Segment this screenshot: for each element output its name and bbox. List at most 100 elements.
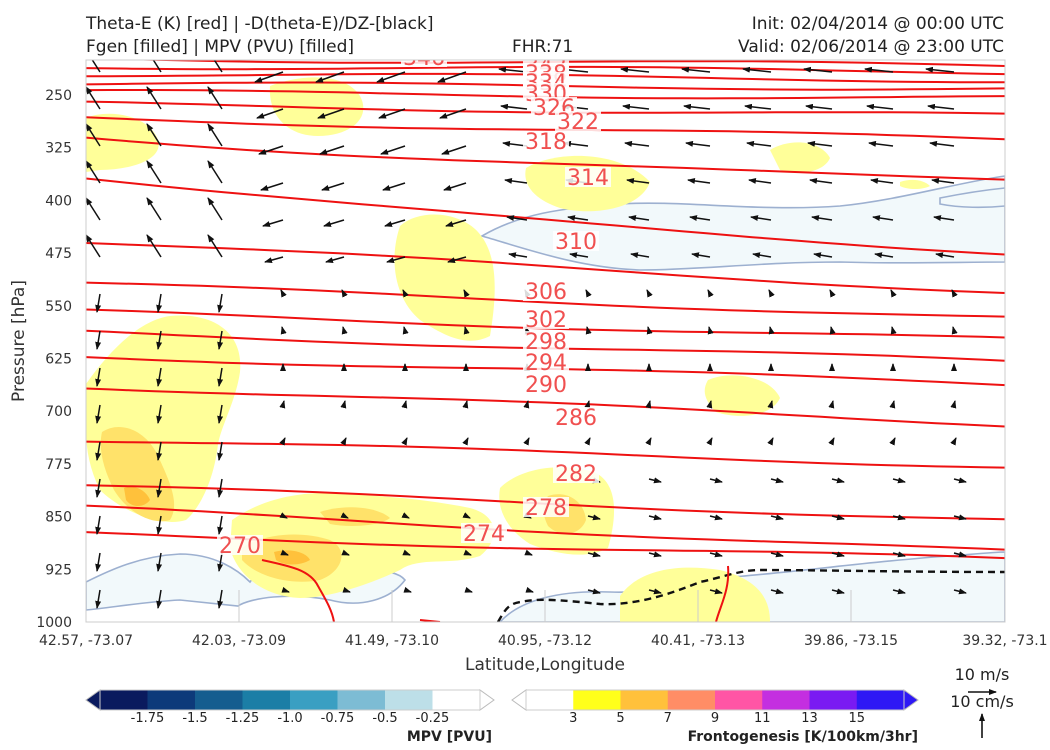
theta-e-lower-segment-1 [261, 559, 335, 622]
wind-vector [630, 252, 650, 259]
wind-vector [584, 400, 591, 409]
fgen-cb-swatch-6 [809, 690, 858, 710]
wind-vector [874, 252, 894, 259]
theta-e-label-270: 270 [219, 534, 261, 559]
wind-vector [156, 367, 163, 387]
wind-vector [341, 549, 350, 556]
wind-vector [506, 215, 528, 222]
wind-vector [585, 289, 592, 298]
theta-e-label-bg-298 [523, 331, 569, 351]
mpv-colorbar-title: MPV [PVU] [407, 729, 492, 745]
wind-vector [156, 293, 163, 313]
mpv-cb-tick-4: -0.75 [321, 711, 355, 726]
wind-vector [319, 145, 345, 155]
y-axis-ticks: 250 325 400 475 550 625 700 775 850 925 1000 [36, 88, 72, 631]
wind-vector [254, 71, 284, 83]
wind-vector [217, 404, 224, 424]
wind-vector [569, 252, 589, 259]
wind-vector [744, 103, 772, 110]
wind-vector [86, 234, 101, 258]
init-time: Init: 02/04/2014 @ 00:00 UTC [751, 14, 1004, 34]
theta-e-contour-310 [86, 177, 1005, 256]
mpv-cb-tick-2: -1.25 [226, 711, 260, 726]
wind-vector [587, 551, 601, 558]
theta-e-label-bg-270 [217, 535, 263, 555]
wind-vector [813, 252, 833, 259]
wind-vector [341, 326, 348, 335]
mpv-colorbar: -1.75 -1.5 -1.25 -1.0 -0.75 -0.5 -0.25 [85, 689, 495, 726]
wind-vector [217, 589, 224, 609]
wind-vector [279, 400, 286, 409]
fgen-region-5 [770, 142, 830, 173]
wind-vector [445, 219, 467, 227]
wind-vector [587, 588, 601, 595]
wind-vector [892, 477, 906, 484]
theta-e-label-bg-282 [553, 463, 599, 483]
wind-vector [86, 197, 101, 221]
theta-e-label-bg-346 [401, 60, 447, 67]
theta-e-label-318: 318 [525, 130, 567, 155]
wind-vector [829, 326, 836, 335]
wind-vector [628, 215, 650, 222]
theta-e-contour-302 [86, 281, 1005, 318]
y-tick-400: 400 [45, 193, 72, 209]
mpv-cb-swatch-2 [195, 690, 243, 710]
wind-vector [401, 512, 410, 519]
wind-vector [706, 400, 713, 409]
wind-vector [950, 400, 957, 409]
wind-vector [86, 86, 101, 110]
wind-vector [953, 588, 967, 595]
theta-e-label-310: 310 [555, 230, 597, 255]
wind-vector [217, 478, 224, 498]
fgen-cb-tick-5: 13 [801, 711, 818, 726]
wind-vector [691, 252, 711, 259]
wind-vector [207, 160, 223, 184]
x-tick-4: 40.41, -73.13 [651, 633, 745, 649]
fgen-cb-frame [525, 689, 905, 711]
wind-vector [386, 256, 406, 264]
wind-vector [402, 549, 411, 556]
wind-vector [146, 160, 162, 184]
wind-vector [803, 66, 833, 73]
theta-e-contour-274 [86, 504, 1005, 551]
mpv-cb-tick-6: -0.25 [416, 711, 450, 726]
theta-e-label-bg-322 [555, 111, 601, 131]
wind-vector [217, 441, 224, 461]
wind-vector [260, 182, 284, 191]
theta-e-label-bg-294 [523, 352, 569, 372]
wind-vector [279, 512, 288, 519]
wind-vector [156, 478, 163, 498]
wind-vector [931, 177, 955, 184]
wind-vector [929, 140, 955, 147]
mpv-cb-tick-0: -1.75 [131, 711, 165, 726]
wind-vector [953, 477, 967, 484]
fgen-region-6 [704, 375, 780, 416]
forecast-hour: FHR:71 [512, 37, 574, 57]
wind-vector [889, 400, 896, 409]
wind-vector [709, 477, 723, 484]
wind-vector [828, 437, 835, 446]
wind-vector [767, 437, 774, 446]
theta-e-contour-282 [86, 440, 1005, 469]
fgen-cb-swatch-1 [573, 690, 621, 710]
wind-vector [340, 400, 347, 409]
fgen-peak-1 [124, 486, 150, 506]
wind-vector [828, 400, 835, 409]
x-tick-5: 39.86, -73.15 [804, 633, 898, 649]
wind-vector [953, 551, 967, 558]
wind-vector [156, 441, 163, 461]
wind-vector [462, 512, 471, 519]
y-tick-850: 850 [45, 510, 72, 526]
wind-vector [624, 140, 650, 147]
wind-vector [925, 66, 955, 73]
theta-e-label-302: 302 [525, 308, 567, 333]
fgen-cb-tick-0: 3 [569, 711, 577, 726]
wind-vector [890, 326, 897, 335]
y-tick-925: 925 [45, 562, 72, 578]
theta-e-label-274: 274 [463, 522, 505, 547]
wind-vector [342, 586, 351, 593]
wind-vector [213, 60, 223, 73]
theta-e-label-314: 314 [567, 166, 609, 191]
x-tick-0: 42.57, -73.07 [39, 633, 133, 649]
wind-vector [378, 108, 406, 119]
